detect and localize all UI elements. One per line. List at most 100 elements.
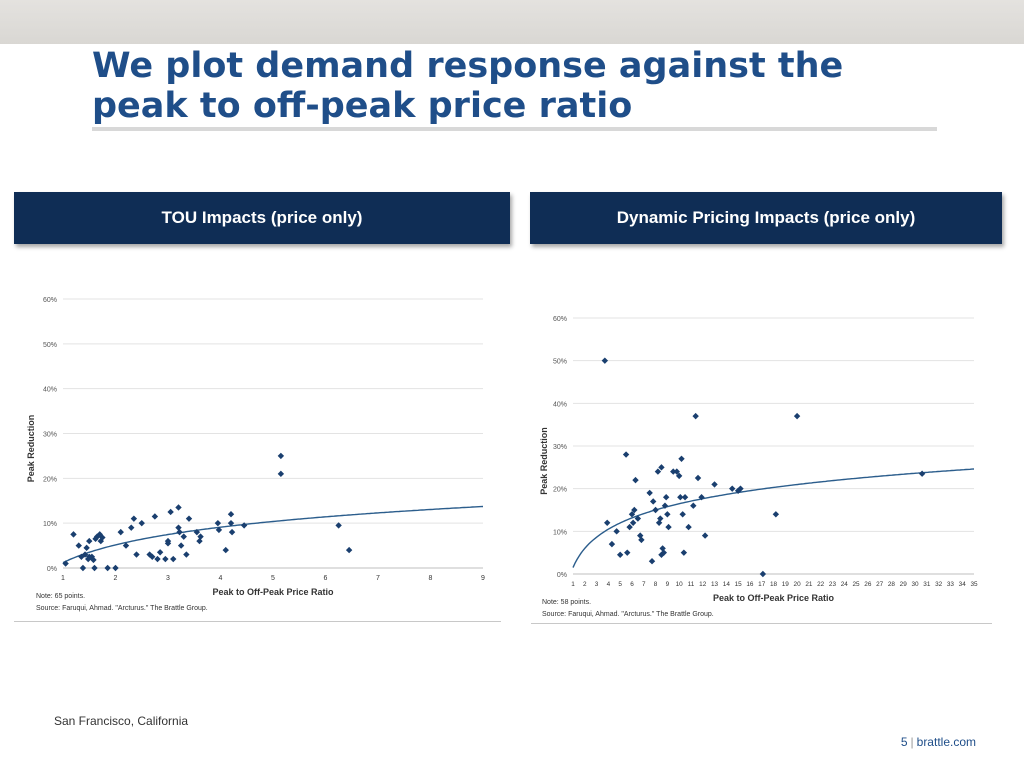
- dynamic-data-point: [613, 528, 620, 535]
- dynamic-data-point: [648, 558, 656, 565]
- tou-data-point: [138, 519, 145, 527]
- dynamic-data-point: [685, 523, 692, 531]
- dynamic-data-point: [652, 506, 659, 514]
- dynamic-x-tick-label: 32: [935, 581, 943, 588]
- dynamic-x-tick-label: 20: [794, 581, 802, 588]
- tou-data-point: [151, 513, 159, 520]
- site-link[interactable]: brattle.com: [916, 735, 976, 749]
- tou-data-point: [214, 519, 222, 527]
- dynamic-data-point: [650, 498, 657, 505]
- tou-x-tick-label: 6: [324, 575, 328, 582]
- dynamic-x-tick-label: 31: [923, 581, 931, 588]
- dynamic-x-tick-label: 25: [853, 581, 861, 588]
- dynamic-x-tick-label: 11: [688, 581, 695, 588]
- tou-x-tick-label: 2: [114, 575, 118, 582]
- tou-data-point: [175, 504, 182, 511]
- tou-data-point: [167, 508, 174, 516]
- dynamic-x-tick-label: 16: [746, 581, 754, 588]
- page-title: We plot demand response against the peak…: [92, 46, 952, 126]
- dynamic-x-tick-label: 15: [735, 581, 743, 588]
- dynamic-x-tick-label: 8: [654, 581, 658, 588]
- dynamic-x-tick-label: 3: [595, 581, 599, 588]
- dynamic-x-tick-label: 34: [959, 581, 967, 588]
- dynamic-x-tick-label: 27: [876, 581, 884, 588]
- tou-data-point: [183, 551, 190, 558]
- dynamic-data-point: [616, 551, 624, 558]
- tou-trendline: [62, 505, 484, 564]
- dynamic-data-point: [729, 485, 736, 492]
- tou-x-tick-label: 4: [219, 575, 223, 582]
- dynamic-data-point: [665, 523, 672, 531]
- dynamic-x-tick-label: 28: [888, 581, 896, 588]
- tou-data-point: [228, 528, 236, 536]
- title-line-1: We plot demand response against the: [92, 46, 844, 86]
- dynamic-chart: 0% 10% 20% 30% 40% 50% 60% 1 2 3 4 5 6 7 8 9 10 11 12 13 14 1…: [531, 302, 992, 624]
- tou-data-point: [79, 564, 87, 572]
- dynamic-y-tick-label: 20%: [553, 487, 567, 494]
- tou-x-tick-label: 3: [166, 575, 170, 582]
- tou-y-tick-label: 40%: [43, 387, 57, 394]
- dynamic-x-tick-label: 30: [911, 581, 919, 588]
- tou-y-tick-label: 60%: [43, 297, 57, 304]
- dynamic-data-point: [793, 412, 801, 420]
- tou-data-point: [75, 542, 82, 549]
- title-divider: [92, 127, 937, 131]
- tou-data-point: [335, 522, 342, 529]
- dynamic-y-axis-title: Peak Reduction: [539, 427, 549, 495]
- dynamic-data-point: [681, 494, 689, 501]
- dynamic-data-point: [737, 485, 744, 492]
- tou-y-tick-label: 0%: [47, 566, 57, 573]
- tou-source: Source: Faruqui, Ahmad. "Arcturus." The …: [36, 605, 208, 612]
- tou-panel-header: TOU Impacts (price only): [14, 192, 510, 244]
- tou-y-tick-label: 30%: [43, 432, 57, 439]
- dynamic-x-tick-label: 2: [583, 581, 587, 588]
- dynamic-data-point: [772, 511, 780, 518]
- tou-data-point: [240, 522, 248, 529]
- dynamic-panel-header: Dynamic Pricing Impacts (price only): [530, 192, 1002, 244]
- dynamic-source: Source: Faruqui, Ahmad. "Arcturus." The …: [542, 611, 714, 618]
- tou-data-point: [70, 531, 77, 538]
- tou-panel-header-label: TOU Impacts (price only): [161, 208, 363, 227]
- dynamic-data-point: [701, 532, 709, 539]
- tou-x-tick-label: 8: [429, 575, 433, 582]
- dynamic-x-tick-label: 35: [970, 581, 978, 588]
- dynamic-y-tick-label: 10%: [553, 529, 567, 536]
- dynamic-x-tick-label: 4: [607, 581, 611, 588]
- tou-data-point: [112, 564, 119, 572]
- dynamic-x-tick-label: 17: [758, 581, 766, 588]
- tou-x-tick-label: 5: [271, 575, 275, 582]
- dynamic-x-tick-label: 22: [817, 581, 825, 588]
- tou-data-point: [133, 551, 140, 558]
- dynamic-x-tick-label: 21: [805, 581, 813, 588]
- dynamic-trendline: [572, 468, 975, 568]
- dynamic-y-tick-label: 60%: [553, 316, 567, 323]
- tou-data-point: [180, 533, 187, 540]
- tou-data-point: [146, 551, 153, 558]
- tou-data-point: [164, 540, 172, 547]
- dynamic-data-point: [694, 474, 702, 482]
- dynamic-x-tick-label: 6: [630, 581, 634, 588]
- tou-data-point: [128, 524, 135, 531]
- tou-chart-svg: 0% 10% 20% 30% 40% 50% 60% 1 2 3 4 5 6 7 8 9 Peak to Off…: [26, 297, 485, 612]
- tou-data-point: [197, 533, 204, 540]
- dynamic-x-axis-title: Peak to Off-Peak Price Ratio: [713, 593, 835, 603]
- dynamic-x-tick-label: 5: [618, 581, 622, 588]
- dynamic-data-point: [662, 494, 670, 501]
- tou-data-point: [196, 537, 203, 545]
- dynamic-note: Note: 58 points.: [542, 599, 591, 606]
- dynamic-data-point: [711, 481, 718, 488]
- tou-y-tick-label: 10%: [43, 521, 57, 528]
- dynamic-x-tick-label: 10: [676, 581, 684, 588]
- dynamic-panel-header-label: Dynamic Pricing Impacts (price only): [616, 208, 916, 227]
- tou-data-point: [91, 564, 98, 572]
- dynamic-data-point: [634, 515, 642, 522]
- dynamic-data-point: [692, 412, 699, 420]
- dynamic-data-point: [622, 451, 630, 458]
- tou-chart: 0% 10% 20% 30% 40% 50% 60% 1 2 3 4 5 6 7 8 9 Peak to Off…: [14, 284, 501, 622]
- tou-x-tick-label: 9: [481, 575, 485, 582]
- footer-separator: |: [910, 735, 914, 749]
- dynamic-x-tick-label: 13: [711, 581, 719, 588]
- dynamic-data-point: [660, 549, 668, 556]
- tou-data-point: [185, 515, 193, 522]
- dynamic-x-tick-label: 9: [666, 581, 670, 588]
